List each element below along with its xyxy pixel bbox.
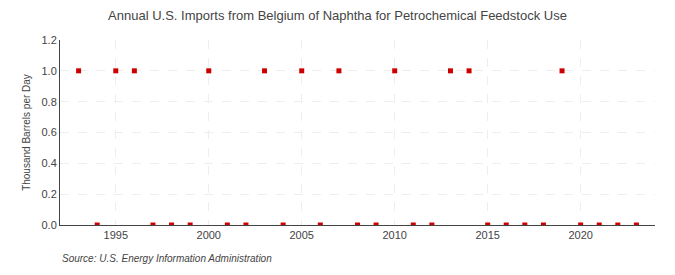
svg-text:1.0: 1.0	[42, 65, 57, 77]
svg-text:2020: 2020	[568, 229, 592, 241]
svg-text:0.0: 0.0	[42, 219, 57, 231]
svg-text:0.2: 0.2	[42, 188, 57, 200]
svg-text:2005: 2005	[289, 229, 313, 241]
svg-text:0.6: 0.6	[42, 126, 57, 138]
svg-text:Source: U.S. Energy Informatio: Source: U.S. Energy Information Administ…	[62, 253, 272, 264]
svg-text:2010: 2010	[382, 229, 406, 241]
svg-text:1995: 1995	[104, 229, 128, 241]
svg-text:Thousand Barrels per Day: Thousand Barrels per Day	[21, 74, 32, 191]
svg-text:0.8: 0.8	[42, 96, 57, 108]
svg-text:2015: 2015	[475, 229, 499, 241]
svg-text:Annual U.S. Imports from Belgi: Annual U.S. Imports from Belgium of Naph…	[108, 8, 567, 23]
svg-text:2000: 2000	[197, 229, 221, 241]
svg-text:1.2: 1.2	[42, 34, 57, 46]
svg-text:0.4: 0.4	[42, 157, 57, 169]
